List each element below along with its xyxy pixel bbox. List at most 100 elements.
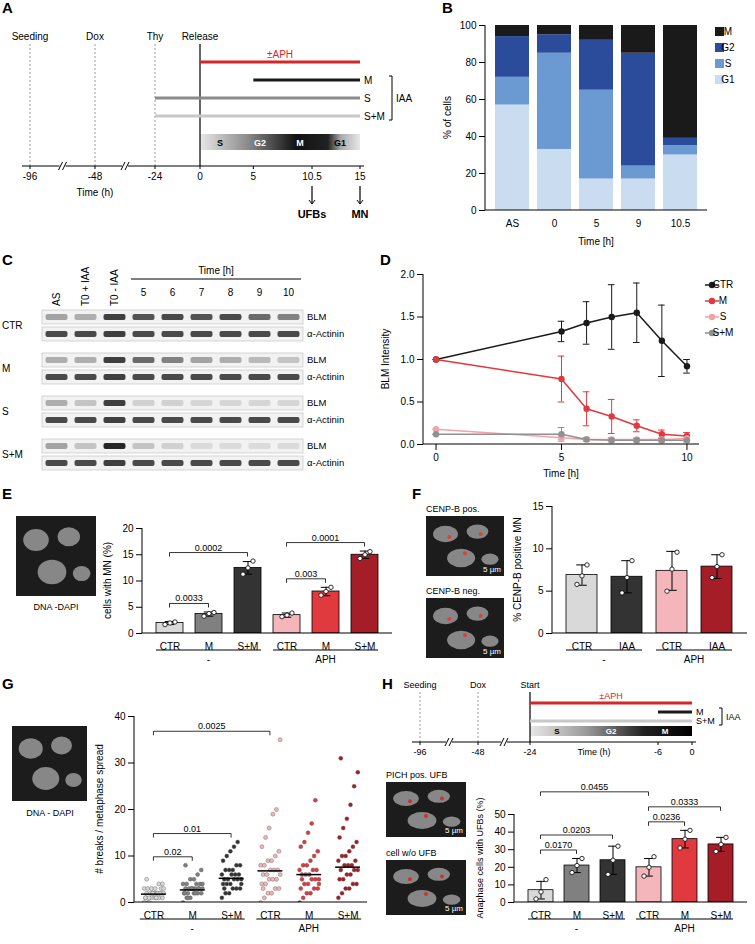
svg-text:S: S — [217, 138, 223, 148]
svg-text:0: 0 — [538, 628, 544, 639]
svg-text:60: 60 — [465, 94, 477, 105]
svg-text:G1: G1 — [721, 74, 735, 85]
svg-text:S+M: S+M — [713, 327, 734, 338]
svg-text:0: 0 — [197, 171, 203, 182]
svg-text:0: 0 — [552, 218, 558, 229]
svg-text:G2: G2 — [721, 42, 735, 53]
svg-text:α-Actinin: α-Actinin — [307, 371, 344, 382]
svg-text:α-Actinin: α-Actinin — [307, 414, 344, 425]
svg-text:0.003: 0.003 — [295, 569, 318, 579]
svg-text:0: 0 — [433, 452, 439, 463]
svg-text:0.5: 0.5 — [401, 396, 415, 407]
svg-text:S: S — [364, 93, 371, 104]
svg-text:PICH pos. UFB: PICH pos. UFB — [386, 770, 448, 780]
svg-text:10: 10 — [283, 287, 295, 298]
svg-text:5: 5 — [128, 601, 134, 612]
svg-text:0.0170: 0.0170 — [545, 840, 573, 850]
svg-text:IAA: IAA — [726, 712, 741, 722]
svg-text:APH: APH — [315, 654, 336, 665]
svg-text:AS: AS — [51, 292, 62, 306]
svg-text:UFBs: UFBs — [298, 208, 327, 220]
svg-text:AS: AS — [506, 218, 520, 229]
svg-text:5: 5 — [538, 585, 544, 596]
svg-text:DNA -DAPI: DNA -DAPI — [33, 602, 78, 612]
svg-text:2.0: 2.0 — [401, 269, 415, 280]
svg-text:M: M — [662, 727, 669, 736]
svg-text:0.0033: 0.0033 — [175, 593, 203, 603]
svg-text:S: S — [725, 58, 732, 69]
svg-text:Seeding: Seeding — [12, 31, 49, 42]
svg-text:-24: -24 — [523, 747, 536, 757]
svg-text:15: 15 — [532, 501, 544, 512]
svg-text:Time [h]: Time [h] — [543, 468, 579, 479]
svg-text:5: 5 — [559, 452, 565, 463]
svg-text:0.0002: 0.0002 — [195, 543, 223, 553]
svg-text:BLM: BLM — [307, 354, 327, 365]
svg-text:S+M: S+M — [696, 716, 715, 726]
svg-text:Thy: Thy — [147, 31, 164, 42]
svg-text:0.0025: 0.0025 — [198, 721, 226, 731]
svg-text:DNA - DAPI: DNA - DAPI — [26, 808, 74, 818]
svg-text:Time [h]: Time [h] — [198, 265, 234, 276]
svg-text:M: M — [296, 138, 304, 148]
svg-text:APH: APH — [684, 654, 705, 665]
svg-text:Anaphase cells with UFBs (%): Anaphase cells with UFBs (%) — [475, 797, 485, 918]
svg-text:5 µm: 5 µm — [483, 647, 501, 656]
svg-text:# breaks / metaphase spread: # breaks / metaphase spread — [94, 744, 105, 874]
svg-text:0.0455: 0.0455 — [581, 782, 609, 792]
svg-text:0.0236: 0.0236 — [653, 812, 681, 822]
svg-text:10: 10 — [681, 452, 693, 463]
svg-text:S+M: S+M — [364, 111, 385, 122]
svg-text:5 µm: 5 µm — [483, 565, 501, 574]
svg-text:5: 5 — [251, 171, 257, 182]
svg-text:MN: MN — [351, 208, 368, 220]
svg-text:9: 9 — [257, 287, 263, 298]
svg-text:-48: -48 — [471, 747, 484, 757]
svg-text:0: 0 — [689, 747, 694, 757]
svg-text:0.0203: 0.0203 — [563, 825, 591, 835]
svg-text:±APH: ±APH — [267, 49, 293, 60]
svg-text:0.0: 0.0 — [401, 439, 415, 450]
svg-text:0.01: 0.01 — [183, 824, 201, 834]
svg-text:5: 5 — [594, 218, 600, 229]
svg-text:40: 40 — [494, 826, 506, 837]
svg-text:10: 10 — [494, 879, 506, 890]
svg-text:M: M — [724, 26, 732, 37]
svg-text:T0 + IAA: T0 + IAA — [80, 266, 91, 306]
svg-text:S+M: S+M — [2, 449, 23, 460]
svg-text:0.0001: 0.0001 — [312, 533, 340, 543]
svg-text:BLM: BLM — [307, 440, 327, 451]
svg-text:30: 30 — [494, 844, 506, 855]
svg-text:G2: G2 — [606, 727, 617, 736]
svg-text:-48: -48 — [88, 171, 103, 182]
svg-text:50: 50 — [494, 809, 506, 820]
svg-text:APH: APH — [298, 923, 319, 934]
svg-text:IAA: IAA — [396, 93, 412, 104]
svg-text:BLM: BLM — [307, 311, 327, 322]
svg-text:-96: -96 — [23, 171, 38, 182]
svg-text:Start: Start — [520, 680, 540, 690]
svg-text:-96: -96 — [413, 747, 426, 757]
svg-text:G2: G2 — [254, 138, 266, 148]
svg-text:10: 10 — [532, 543, 544, 554]
svg-text:Time (h): Time (h) — [577, 747, 610, 757]
svg-text:0.02: 0.02 — [164, 847, 182, 857]
svg-text:% CENP-B positive MN: % CENP-B positive MN — [512, 517, 523, 621]
svg-text:0.0333: 0.0333 — [671, 797, 699, 807]
svg-text:1.0: 1.0 — [401, 354, 415, 365]
svg-text:20: 20 — [122, 523, 134, 534]
svg-text:0: 0 — [128, 628, 134, 639]
svg-text:±APH: ±APH — [599, 691, 622, 701]
svg-text:CTR: CTR — [713, 279, 734, 290]
svg-text:M: M — [719, 295, 727, 306]
svg-text:S: S — [554, 727, 560, 736]
svg-text:30: 30 — [114, 757, 126, 768]
svg-text:Dox: Dox — [470, 680, 487, 690]
svg-text:CENP-B pos.: CENP-B pos. — [426, 504, 480, 514]
svg-text:M: M — [364, 75, 372, 86]
svg-text:T0 - IAA: T0 - IAA — [109, 269, 120, 306]
svg-text:Time [h]: Time [h] — [578, 236, 614, 247]
svg-text:Release: Release — [182, 31, 219, 42]
svg-text:8: 8 — [228, 287, 234, 298]
svg-text:-: - — [575, 923, 578, 934]
